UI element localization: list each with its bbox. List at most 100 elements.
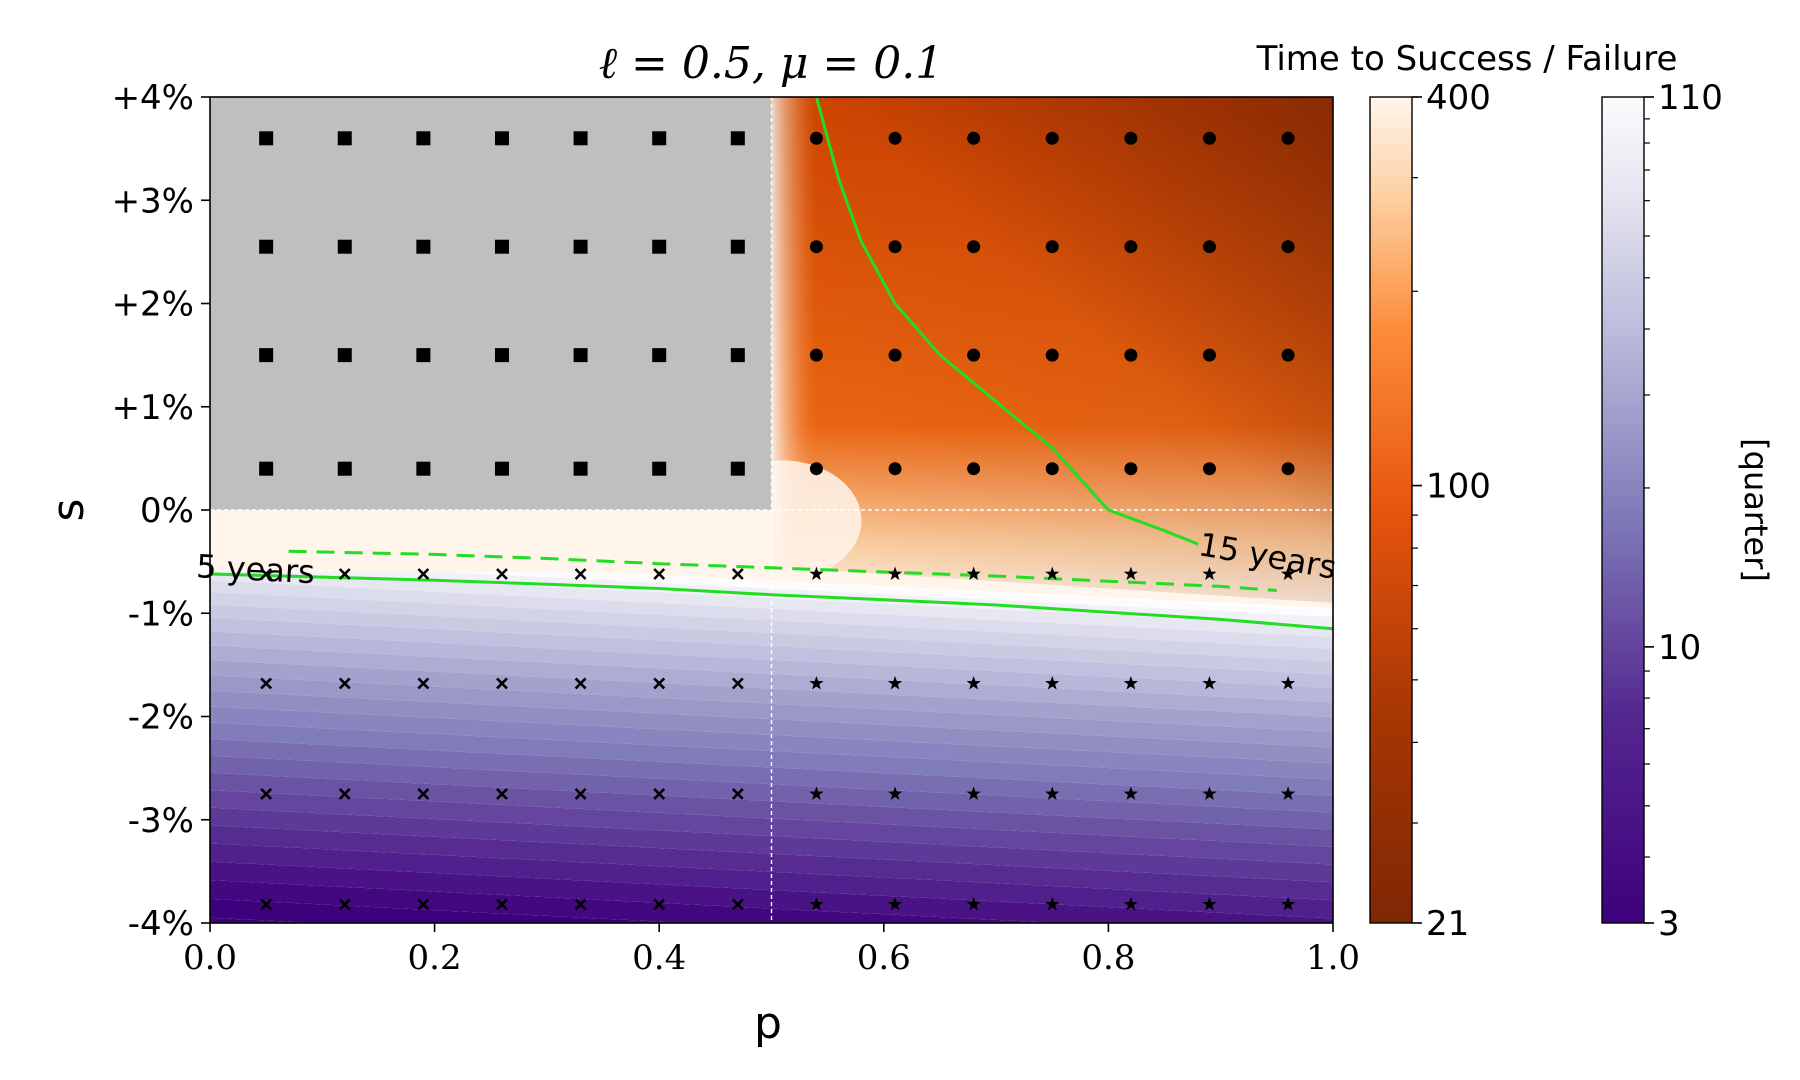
star-marker	[1202, 786, 1217, 800]
y-tick-label: +4%	[112, 78, 194, 118]
square-marker	[573, 131, 588, 146]
star-marker	[1045, 566, 1060, 581]
y-tick-label: -4%	[128, 904, 194, 944]
y-axis: -4% -3% -2% -1% 0% +1% +2% +3% +4%	[112, 78, 210, 944]
x-marker	[496, 898, 508, 911]
failure-band	[210, 923, 1333, 963]
colorbar-purple-ticks: 110 10 3	[1644, 78, 1723, 944]
square-marker	[730, 461, 745, 476]
star-marker	[1280, 566, 1296, 581]
y-tick-label: +2%	[112, 285, 194, 325]
circle-marker	[1124, 240, 1138, 254]
star-marker	[1045, 786, 1060, 800]
x-marker	[260, 788, 273, 800]
x-axis-label: p	[754, 998, 782, 1049]
x-marker	[574, 898, 587, 911]
x-marker	[417, 788, 430, 800]
x-marker	[338, 568, 351, 580]
reference-lines	[210, 97, 1333, 923]
circle-marker	[1124, 131, 1138, 145]
star-marker	[1123, 566, 1138, 581]
star-marker	[966, 896, 981, 911]
star-marker	[1280, 896, 1296, 911]
star-marker	[1202, 566, 1217, 581]
no-outcome-region	[210, 97, 772, 510]
y-tick-label: -1%	[128, 594, 194, 634]
colorbar-orange	[1369, 96, 1413, 924]
circle-marker	[888, 240, 902, 254]
circle-marker	[1281, 240, 1295, 254]
circle-marker	[1045, 131, 1059, 145]
x-marker	[574, 677, 587, 690]
y-tick-label: -3%	[128, 801, 194, 841]
y-tick-label: +3%	[112, 181, 194, 221]
square-marker	[730, 348, 745, 363]
square-marker	[652, 239, 667, 254]
square-marker	[494, 461, 509, 476]
x-marker	[417, 677, 430, 690]
square-marker	[337, 131, 352, 146]
square-marker	[730, 131, 745, 146]
y-tick-label: +1%	[112, 388, 194, 428]
x-axis: 0.0 0.2 0.4 0.6 0.8 1.0	[183, 923, 1360, 978]
contour-lines	[210, 97, 1333, 631]
x-marker	[417, 568, 430, 580]
contour-label: 5 years	[195, 547, 315, 591]
star-marker	[1202, 896, 1217, 911]
failure-band	[210, 880, 1058, 923]
square-marker	[337, 348, 352, 363]
star-marker	[966, 566, 981, 581]
star-marker	[809, 896, 824, 911]
markers	[259, 131, 1296, 911]
star-marker	[966, 786, 981, 800]
colorbar-tick-label: 10	[1658, 628, 1701, 668]
x-marker	[338, 788, 351, 800]
circle-marker	[1045, 462, 1059, 476]
circle-marker	[809, 462, 823, 476]
circle-marker	[1045, 348, 1059, 362]
square-marker	[259, 239, 274, 254]
failure-band	[210, 675, 1333, 748]
star-marker	[1280, 676, 1296, 690]
square-marker	[573, 461, 588, 476]
square-marker	[652, 348, 667, 363]
circle-marker	[809, 348, 823, 362]
colorbar-title: Time to Success / Failure	[1256, 39, 1678, 79]
circle-marker	[967, 462, 981, 476]
x-tick-label: 1.0	[1306, 938, 1360, 978]
colorbar-purple-label: [quarter]	[1737, 438, 1775, 582]
square-marker	[416, 239, 431, 254]
colorbar-tick-label: 110	[1658, 78, 1723, 118]
circle-marker	[1124, 348, 1138, 362]
square-marker	[259, 348, 274, 363]
star-marker	[1045, 896, 1060, 911]
x-tick-label: 0.0	[183, 938, 237, 978]
star-marker	[887, 786, 903, 800]
x-marker	[260, 677, 273, 690]
circle-marker	[1202, 348, 1216, 362]
circle-marker	[967, 348, 981, 362]
y-tick-label: -2%	[128, 698, 194, 738]
circle-marker	[1281, 348, 1295, 362]
failure-band	[210, 917, 315, 923]
x-tick-label: 0.8	[1081, 938, 1135, 978]
square-marker	[416, 348, 431, 363]
x-marker	[574, 568, 587, 580]
success-region	[701, 97, 1333, 603]
square-marker	[652, 461, 667, 476]
star-marker	[809, 566, 824, 581]
colorbar-orange-ticks: 400 100 21	[1412, 78, 1491, 944]
plot-area	[210, 97, 1333, 963]
square-marker	[259, 131, 274, 146]
x-marker	[338, 898, 351, 911]
failure-band	[210, 592, 1333, 662]
x-marker	[731, 788, 744, 800]
x-marker	[731, 677, 744, 690]
colorbar-tick-label: 3	[1658, 904, 1680, 944]
x-marker	[496, 677, 508, 690]
circle-marker	[809, 131, 823, 145]
star-marker	[1123, 676, 1138, 690]
failure-band	[210, 772, 1333, 847]
x-marker	[653, 568, 666, 580]
star-marker	[809, 786, 824, 800]
